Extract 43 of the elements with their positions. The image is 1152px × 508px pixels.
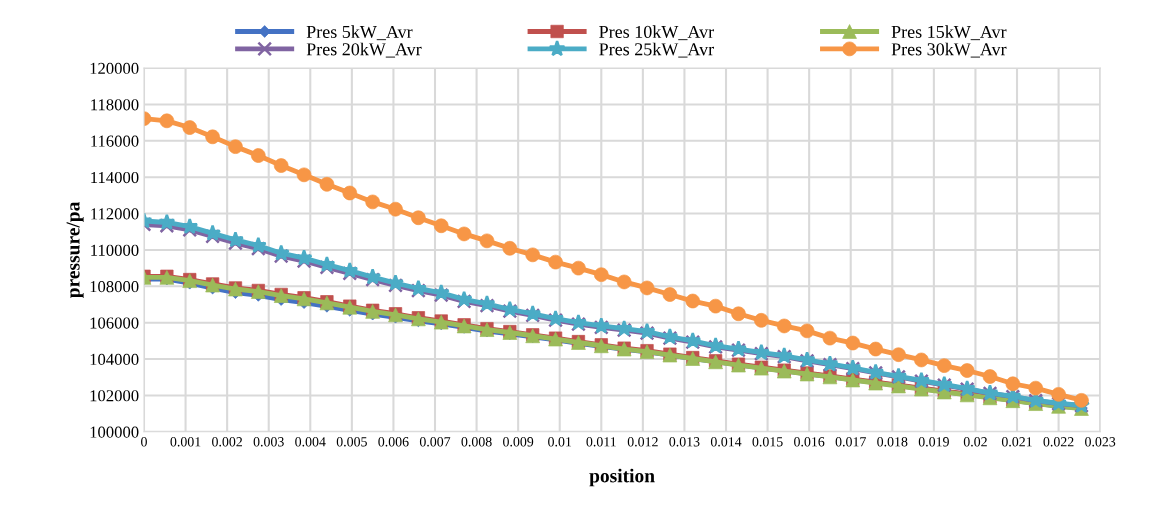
x-tick-label: 0.005 xyxy=(336,437,367,447)
x-axis-title: position xyxy=(589,468,655,487)
y-tick-label: 102000 xyxy=(90,390,139,402)
legend-label: Pres 10kW_Avr xyxy=(599,25,714,41)
x-tick-label: 0.019 xyxy=(918,437,949,447)
x-tick-label: 0.012 xyxy=(627,437,658,447)
x-tick-label: 0.015 xyxy=(752,437,783,447)
legend-label: Pres 30kW_Avr xyxy=(891,42,1007,58)
x-tick-label: 0.017 xyxy=(835,437,866,447)
x-tick-label: 0.014 xyxy=(710,437,742,447)
legend-label: Pres 25kW_Avr xyxy=(599,42,714,58)
x-tick-label: 0.02 xyxy=(963,437,987,447)
y-tick-label: 104000 xyxy=(90,353,139,365)
y-tick-label: 118000 xyxy=(91,99,139,111)
x-tick-label: 0.004 xyxy=(295,437,326,447)
x-tick-label: 0.018 xyxy=(877,437,908,447)
x-tick-label: 0.011 xyxy=(586,437,616,447)
y-tick-label: 120000 xyxy=(90,62,139,75)
y-tick-label: 110000 xyxy=(91,244,139,256)
x-tick-label: 0.006 xyxy=(378,437,409,447)
x-tick-label: 0.022 xyxy=(1043,437,1074,447)
x-tick-label: 0.01 xyxy=(548,437,572,447)
y-tick-label: 100000 xyxy=(90,426,139,438)
y-tick-label: 116000 xyxy=(91,135,139,147)
y-tick-label: 114000 xyxy=(91,171,139,184)
y-tick-label: 108000 xyxy=(90,281,139,293)
x-tick-label: 0.009 xyxy=(503,437,534,447)
legend-label: Pres 15kW_Avr xyxy=(891,25,1007,41)
x-tick-label: 0.023 xyxy=(1085,437,1116,447)
x-tick-label: 0.001 xyxy=(170,437,201,447)
legend-label: Pres 20kW_Avr xyxy=(306,42,422,58)
legend-label: Pres 5kW_Avr xyxy=(306,25,413,41)
y-tick-label: 106000 xyxy=(90,317,139,329)
x-tick-label: 0.013 xyxy=(669,437,700,447)
y-tick-label: 112000 xyxy=(91,208,139,220)
x-tick-label: 0.008 xyxy=(461,437,492,447)
x-tick-label: 0.021 xyxy=(1001,437,1032,447)
x-tick-label: 0.003 xyxy=(253,437,284,447)
x-tick-label: 0 xyxy=(141,437,147,447)
x-tick-label: 0.002 xyxy=(212,437,242,447)
y-axis-title: pressure/pa xyxy=(66,201,84,298)
x-tick-label: 0.007 xyxy=(419,437,451,447)
x-tick-label: 0.016 xyxy=(794,437,825,447)
